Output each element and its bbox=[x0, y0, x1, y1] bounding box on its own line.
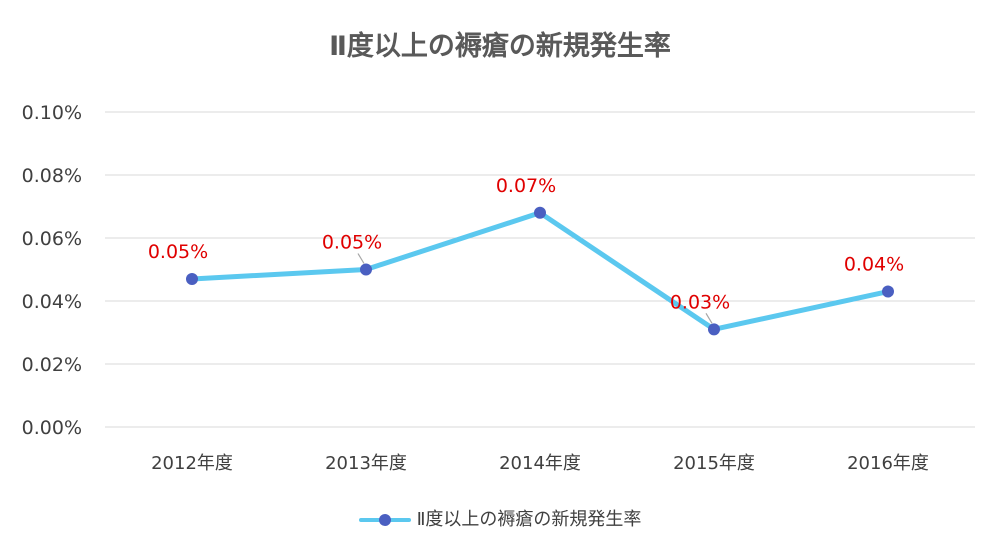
data-label: 0.05% bbox=[148, 241, 208, 263]
chart-title: Ⅱ度以上の褥瘡の新規発生率 bbox=[329, 31, 671, 62]
y-tick-label: 0.04% bbox=[22, 291, 82, 313]
legend-swatch bbox=[358, 513, 411, 527]
data-point bbox=[882, 285, 894, 298]
y-tick-label: 0.00% bbox=[22, 417, 82, 439]
y-axis-ticks: 0.00% 0.02% 0.04% 0.06% 0.08% 0.10% bbox=[22, 102, 82, 439]
x-tick-label: 2015年度 bbox=[673, 453, 755, 474]
data-point bbox=[534, 206, 546, 219]
y-tick-label: 0.06% bbox=[22, 228, 82, 250]
data-point bbox=[360, 263, 372, 276]
legend: Ⅱ度以上の褥瘡の新規発生率 bbox=[0, 505, 1000, 531]
x-tick-label: 2012年度 bbox=[151, 453, 233, 474]
series-line-path bbox=[189, 210, 891, 332]
leader-line bbox=[357, 253, 365, 264]
series-line bbox=[186, 206, 894, 336]
y-tick-label: 0.10% bbox=[22, 102, 82, 124]
data-label: 0.07% bbox=[496, 175, 556, 197]
legend-label: Ⅱ度以上の褥瘡の新規発生率 bbox=[416, 509, 642, 530]
data-labels: 0.05% 0.05% 0.07% 0.03% 0.04% bbox=[148, 175, 904, 324]
data-label: 0.03% bbox=[670, 291, 730, 313]
line-chart: 0.00%0.02%0.04%0.06%0.08%0.10% 2012年度 201… bbox=[22, 102, 975, 474]
data-point bbox=[708, 323, 720, 336]
data-point bbox=[186, 272, 198, 285]
x-tick-label: 2013年度 bbox=[325, 453, 407, 474]
x-tick-label: 2014年度 bbox=[499, 453, 581, 474]
x-axis-ticks: 2012年度 2013年度 2014年度 2015年度 2016年度 bbox=[151, 453, 929, 474]
gridlines bbox=[105, 111, 975, 428]
leader-line bbox=[705, 313, 713, 324]
y-tick-label: 0.08% bbox=[22, 165, 82, 187]
x-tick-label: 2016年度 bbox=[847, 453, 929, 474]
data-label: 0.04% bbox=[844, 254, 904, 276]
data-label: 0.05% bbox=[322, 232, 382, 254]
y-tick-label: 0.02% bbox=[22, 354, 82, 376]
